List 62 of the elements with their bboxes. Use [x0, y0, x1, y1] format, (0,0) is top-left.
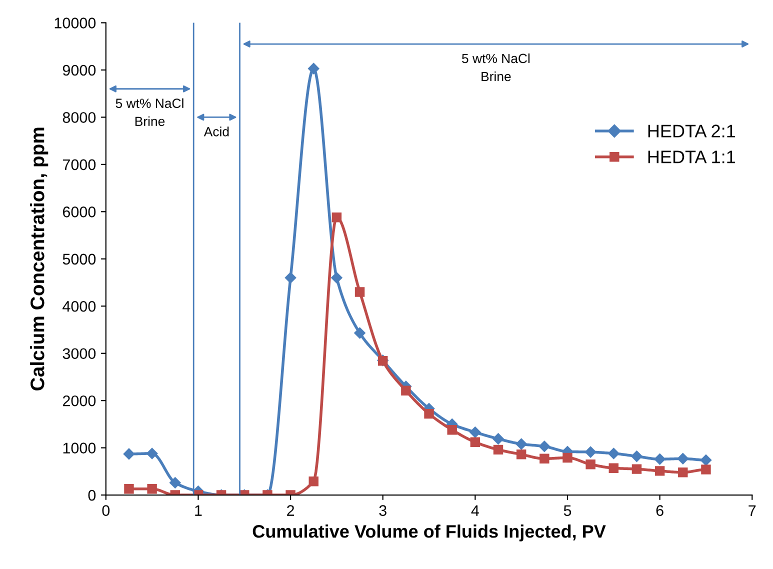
legend-label: HEDTA 2:1: [648, 124, 735, 138]
point: [584, 446, 596, 458]
point: [516, 438, 527, 450]
point: [308, 476, 318, 486]
point: [424, 408, 434, 419]
y-tick-label: 9000: [62, 64, 96, 76]
point: [354, 287, 365, 297]
y-tick-label: 8000: [62, 112, 96, 123]
point: [678, 468, 688, 478]
point: [608, 463, 619, 473]
point: [608, 448, 620, 460]
point: [654, 454, 666, 465]
y-tick-label: 6000: [62, 206, 96, 218]
point: [170, 477, 181, 488]
point: [540, 454, 550, 464]
point: [677, 453, 688, 464]
y-tick-label: 3000: [62, 348, 96, 360]
annotation: 5 wt% NaCl Brine: [116, 98, 184, 126]
point: [538, 440, 550, 452]
point: [123, 448, 135, 460]
x-tick-label: 3: [379, 505, 386, 516]
point: [354, 327, 366, 339]
point: [516, 450, 526, 460]
y-tick-label: 0: [88, 490, 96, 501]
annotation: 5 wt% NaCl Brine: [462, 53, 530, 82]
x-tick-label: 6: [656, 505, 664, 516]
point: [470, 426, 481, 438]
y-tick-label: 7000: [62, 159, 96, 170]
point: [470, 437, 480, 447]
y-axis-title: Calcium Concentration, ppm: [30, 128, 48, 390]
point: [701, 464, 711, 474]
x-axis-title: Cumulative Volume of Fluids Injected, PV: [252, 524, 606, 542]
x-tick-label: 5: [564, 505, 572, 516]
y-tick-label: 4000: [62, 300, 96, 312]
x-tick-label: 4: [471, 505, 479, 516]
y-tick-label: 5000: [62, 254, 96, 265]
x-tick-label: 1: [195, 505, 202, 516]
point: [492, 433, 504, 444]
annotation: Acid: [204, 126, 229, 136]
point: [124, 484, 134, 494]
point: [562, 452, 572, 463]
point: [586, 459, 596, 470]
point: [147, 484, 157, 494]
point: [631, 450, 642, 462]
x-tick-label: 7: [748, 505, 756, 516]
y-tick-label: 2000: [62, 395, 96, 406]
point: [700, 454, 712, 466]
point: [493, 444, 504, 455]
legend-label: HEDTA 1:1: [648, 150, 735, 164]
point: [654, 466, 665, 476]
point: [632, 464, 642, 474]
y-tick-label: 10000: [54, 18, 96, 28]
point: [331, 272, 342, 284]
x-tick-label: 2: [287, 505, 294, 516]
y-tick-label: 1000: [63, 442, 96, 454]
point: [332, 212, 342, 222]
point: [146, 448, 158, 460]
point: [284, 272, 296, 284]
point: [401, 386, 411, 396]
point: [447, 424, 457, 435]
point: [308, 62, 320, 74]
x-tick-label: 0: [102, 505, 110, 516]
